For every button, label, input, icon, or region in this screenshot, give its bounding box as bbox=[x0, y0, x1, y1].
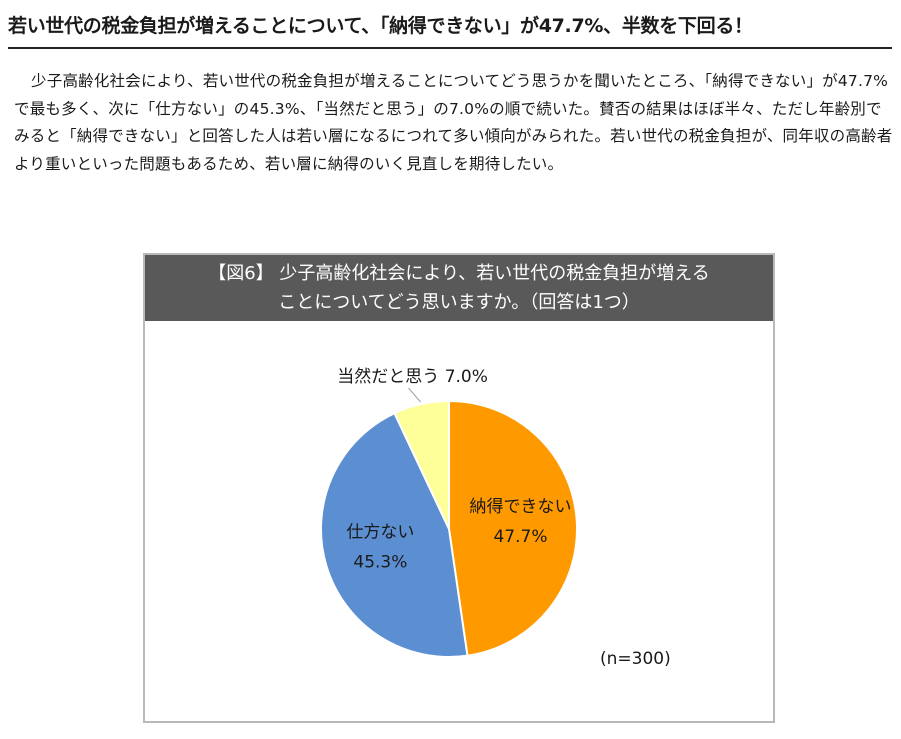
sample-size-label: (n=300) bbox=[600, 649, 671, 669]
slice-value-納得できない: 47.7% bbox=[493, 527, 547, 547]
slice-label-納得できない: 納得できない bbox=[470, 497, 572, 517]
pie-chart: 納得できない 47.7% 仕方ない 45.3% 当然だと思う 7.0% bbox=[320, 367, 578, 659]
pie-slices bbox=[320, 399, 578, 659]
slice-label-当然だと思う: 当然だと思う 7.0% bbox=[337, 367, 488, 387]
pie-slice-仕方ない bbox=[320, 411, 469, 659]
chart-title: 【図6】 少子高齢化社会により、若い世代の税金負担が増える ことについてどう思い… bbox=[145, 255, 773, 321]
pie-slice-納得できない bbox=[448, 399, 578, 657]
slice-label-仕方ない: 仕方ない bbox=[346, 523, 414, 543]
chart-title-line-2: ことについてどう思いますか。（回答は1つ） bbox=[278, 292, 640, 313]
body-paragraph: 少子高齢化社会により、若い世代の税金負担が増えることについてどう思うかを聞いたと… bbox=[14, 72, 893, 173]
leader-line-当然だと思う bbox=[408, 387, 421, 403]
chart-frame: 【図6】 少子高齢化社会により、若い世代の税金負担が増える ことについてどう思い… bbox=[143, 253, 775, 723]
page-headline: 若い世代の税金負担が増えることについて、「納得できない」が47.7%、半数を下回… bbox=[8, 15, 753, 37]
headline-rule bbox=[8, 47, 892, 49]
chart-title-line-1: 【図6】 少子高齢化社会により、若い世代の税金負担が増える bbox=[208, 263, 710, 284]
slice-value-仕方ない: 45.3% bbox=[353, 553, 407, 573]
pie-slice-当然だと思う bbox=[393, 399, 450, 530]
pie-labels: 納得できない 47.7% 仕方ない 45.3% 当然だと思う 7.0% bbox=[337, 367, 571, 572]
